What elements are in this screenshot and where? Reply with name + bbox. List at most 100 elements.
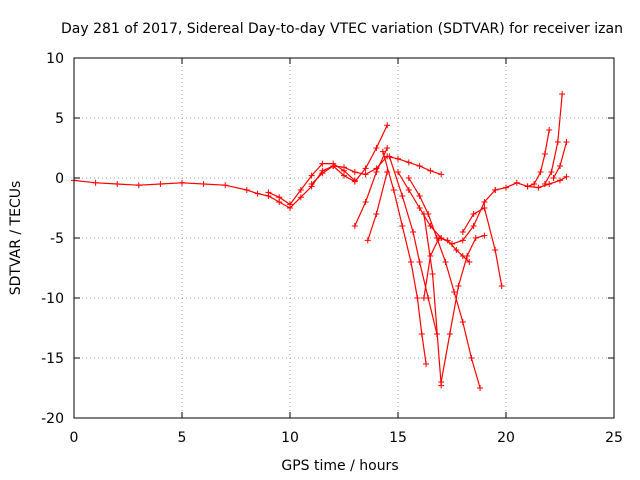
data-point — [472, 235, 479, 241]
data-point — [442, 259, 449, 265]
x-axis-label: GPS time / hours — [281, 458, 398, 474]
data-point — [438, 235, 445, 241]
data-point — [541, 181, 548, 187]
x-tick-label: 5 — [178, 430, 187, 446]
data-point — [265, 189, 272, 196]
data-point — [470, 211, 477, 217]
data-point — [407, 259, 414, 265]
data-point — [351, 178, 358, 185]
y-axis-label: SDTVAR / TECUs — [8, 181, 24, 296]
data-point — [276, 194, 283, 201]
series-spike-c — [552, 141, 568, 179]
data-point — [481, 199, 488, 205]
data-point — [297, 194, 304, 201]
series-recover-a — [440, 189, 496, 245]
data-point — [362, 171, 369, 178]
data-point — [492, 187, 499, 193]
data-point — [468, 355, 475, 361]
chart-title: Day 281 of 2017, Sidereal Day-to-day VTE… — [61, 21, 623, 37]
data-point — [466, 259, 473, 265]
data-point — [362, 199, 369, 205]
data-point — [395, 169, 401, 175]
data-point — [524, 183, 531, 190]
series-v-curve — [423, 237, 470, 299]
data-point — [179, 179, 185, 186]
series-layer — [71, 91, 570, 391]
data-point — [453, 247, 460, 253]
data-point — [420, 295, 427, 301]
data-point — [308, 181, 315, 187]
data-point — [481, 232, 488, 239]
y-tick-label: 0 — [55, 171, 64, 187]
data-point — [243, 187, 250, 193]
data-point — [405, 187, 412, 193]
series-band-b — [311, 124, 388, 185]
data-point — [429, 271, 436, 277]
data-point — [420, 211, 427, 217]
y-tick-label: 5 — [55, 111, 64, 127]
y-tick-label: 10 — [46, 51, 64, 67]
data-point — [362, 165, 369, 172]
series-dip-b — [388, 156, 438, 335]
data-point — [297, 187, 304, 193]
data-point — [459, 319, 466, 325]
data-point — [416, 205, 423, 211]
data-point — [446, 331, 453, 337]
data-point — [492, 247, 499, 253]
data-point — [546, 127, 553, 133]
data-point — [550, 175, 557, 181]
data-point — [559, 91, 566, 97]
y-tick-label: -15 — [41, 351, 64, 367]
data-point — [503, 184, 509, 191]
data-point — [470, 223, 477, 229]
data-point — [427, 167, 434, 174]
data-point — [386, 153, 393, 160]
series-late — [495, 176, 567, 191]
data-point — [410, 229, 417, 235]
x-tick-label: 25 — [605, 430, 623, 446]
data-point — [200, 181, 207, 187]
data-point — [537, 169, 544, 175]
data-point — [481, 205, 488, 211]
data-point — [513, 179, 520, 186]
data-point — [541, 151, 548, 157]
data-point — [222, 182, 229, 189]
data-point — [416, 193, 423, 199]
grid-layer — [74, 58, 614, 418]
series-recover-b — [462, 207, 503, 287]
data-point — [548, 169, 555, 175]
data-point — [459, 229, 466, 235]
data-point — [330, 163, 337, 169]
data-point — [554, 139, 561, 145]
data-point — [423, 361, 430, 367]
data-point — [449, 241, 455, 247]
data-point — [364, 237, 371, 244]
series-rise-b — [367, 171, 388, 241]
data-point — [563, 173, 570, 180]
data-point — [390, 187, 397, 193]
data-point — [427, 223, 434, 229]
data-point — [351, 169, 358, 175]
data-point — [535, 184, 542, 191]
data-point — [451, 289, 458, 295]
data-point — [384, 145, 391, 151]
data-point — [319, 170, 326, 177]
data-point — [395, 155, 401, 162]
data-point — [373, 211, 380, 217]
data-point — [287, 201, 293, 208]
data-point — [477, 385, 484, 391]
data-point — [405, 159, 412, 166]
x-tick-label: 10 — [281, 430, 299, 446]
data-point — [557, 163, 563, 169]
data-point — [114, 181, 121, 187]
data-point — [438, 171, 445, 178]
data-point — [498, 283, 505, 289]
data-point — [416, 259, 423, 265]
data-point — [557, 177, 563, 184]
data-point — [92, 179, 99, 186]
y-tick-label: -20 — [41, 411, 64, 427]
data-point — [254, 190, 261, 197]
data-point — [384, 122, 391, 129]
data-point — [405, 175, 412, 181]
